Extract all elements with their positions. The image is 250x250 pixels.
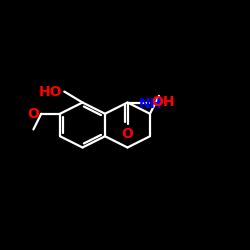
Text: O: O bbox=[122, 128, 134, 141]
Text: O: O bbox=[27, 107, 39, 121]
Text: NH: NH bbox=[138, 97, 162, 111]
Text: OH: OH bbox=[151, 96, 174, 110]
Text: HO: HO bbox=[39, 84, 62, 98]
